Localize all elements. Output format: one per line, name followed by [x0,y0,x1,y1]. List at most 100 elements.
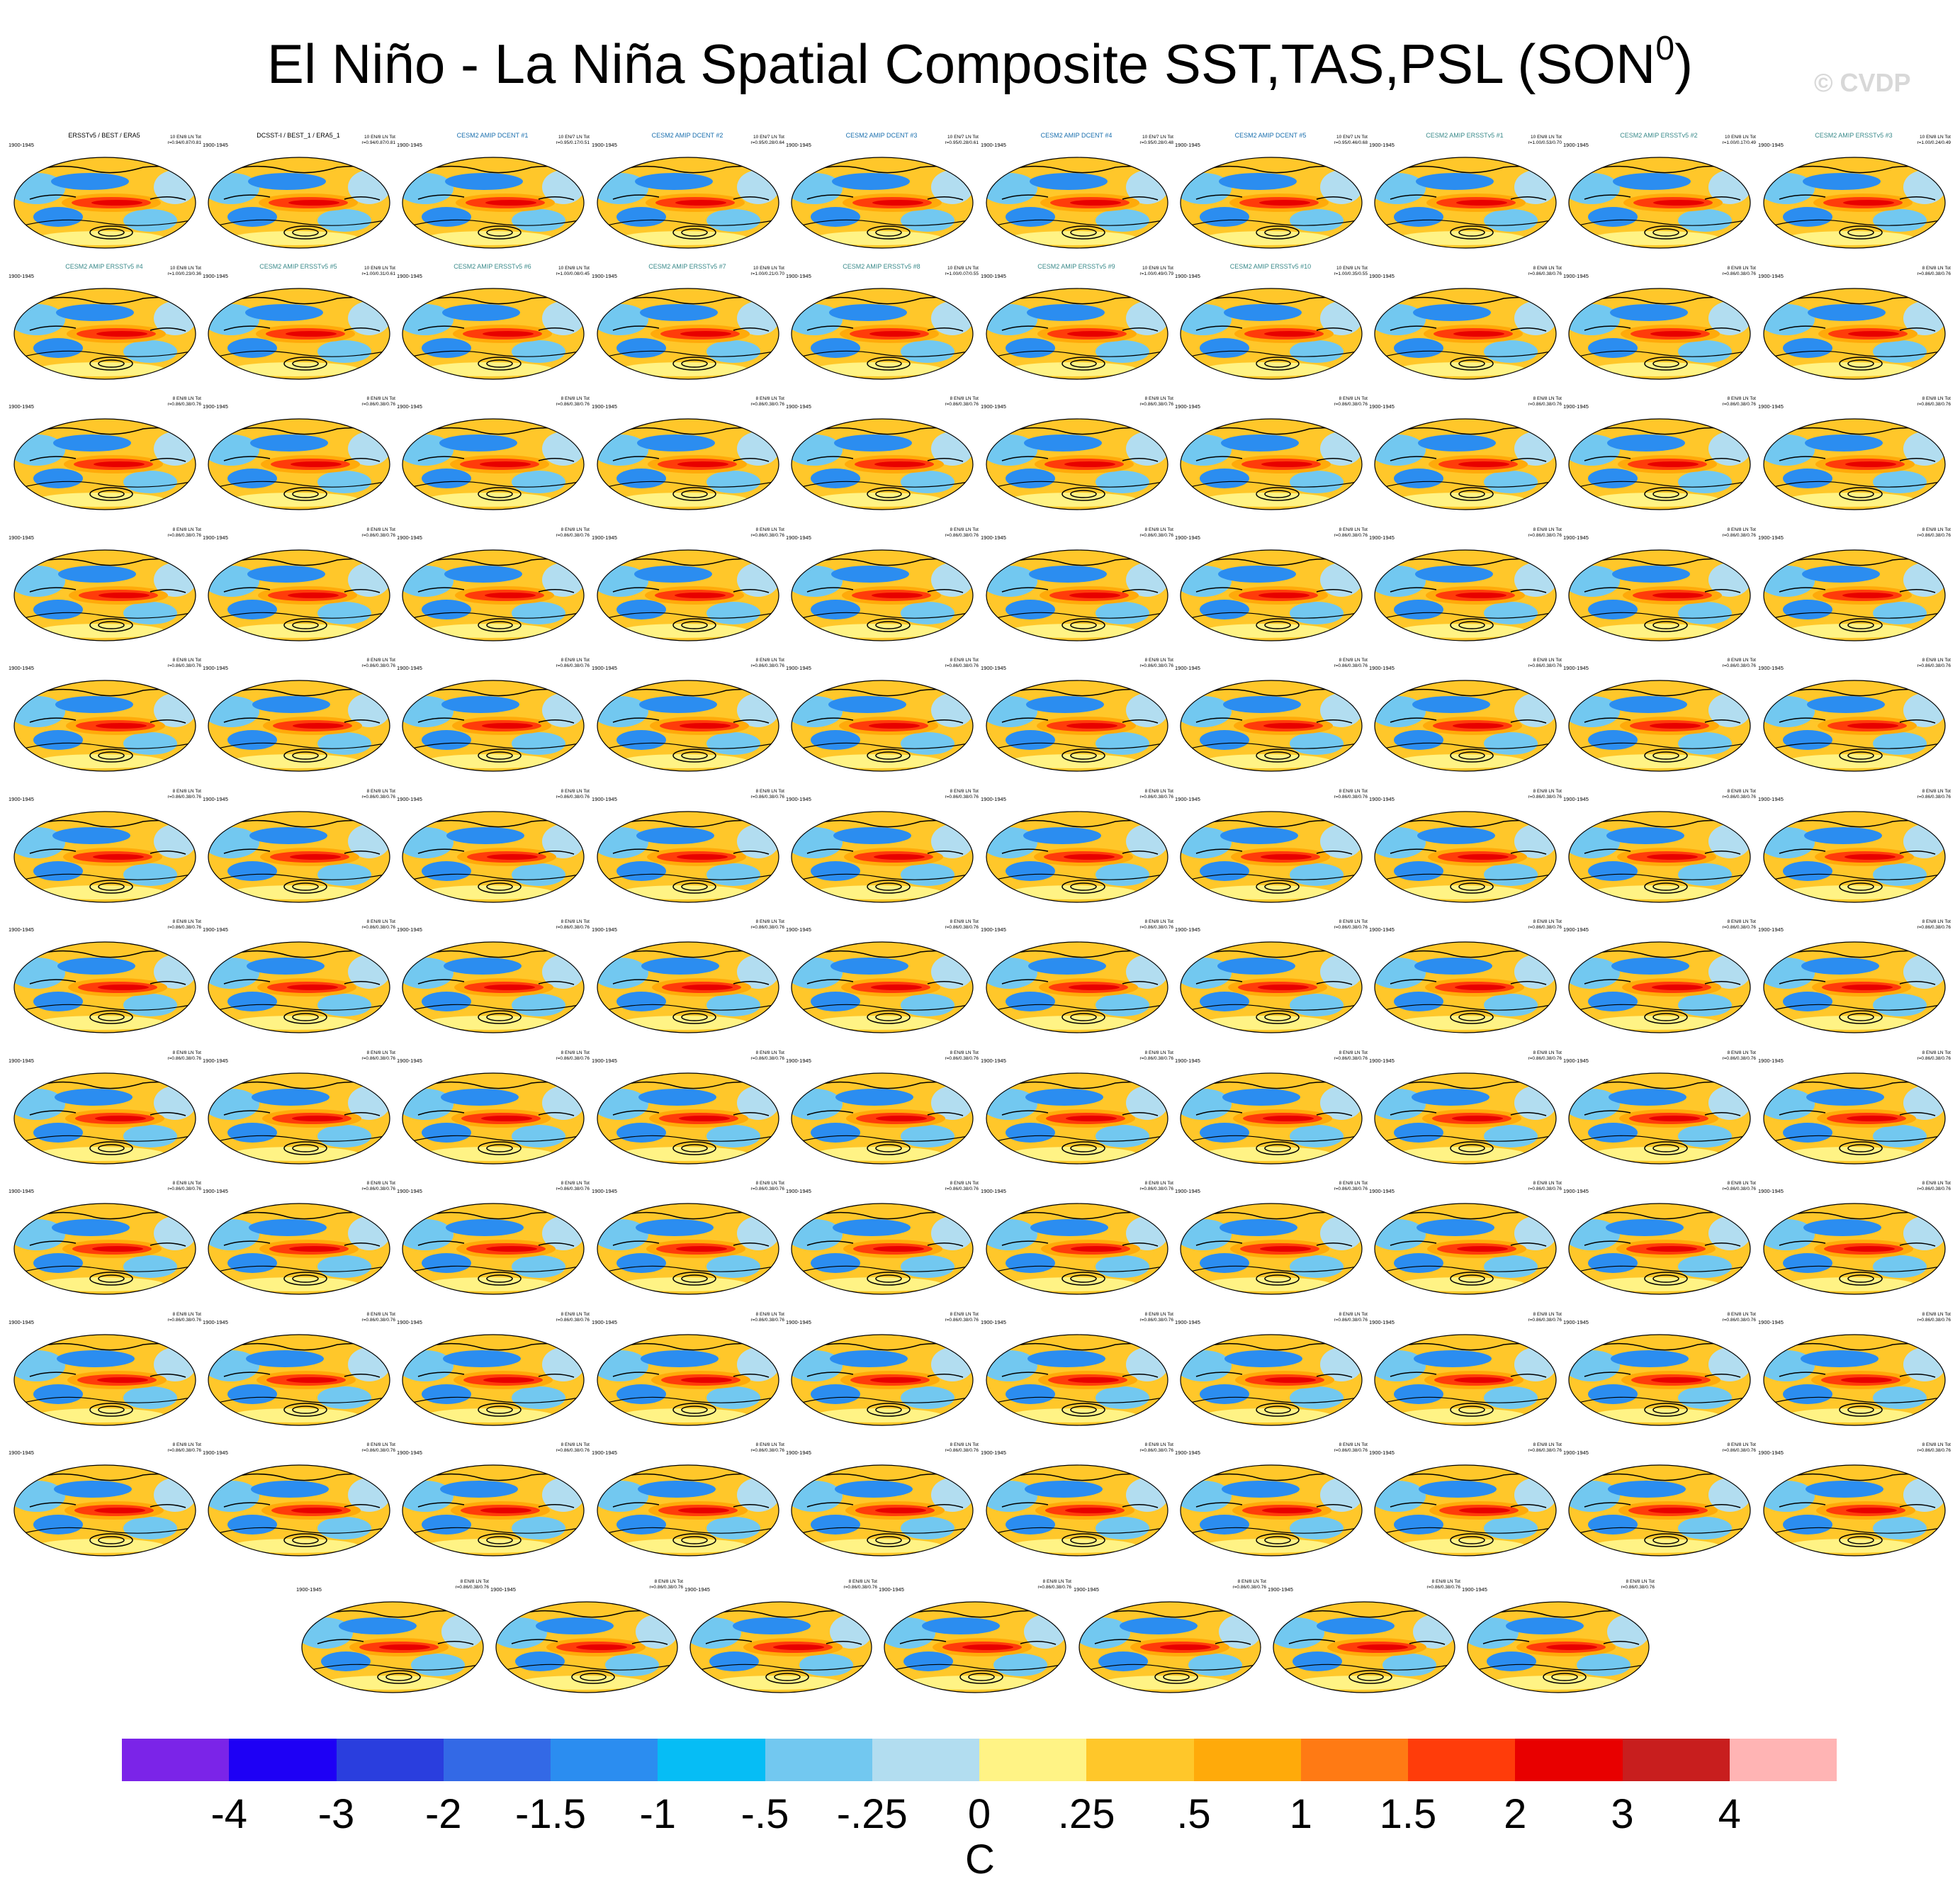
panel-period: 1900-1945 [1758,403,1784,410]
map-panel: CESM2 AMIP ERSSTv5 #8 1900-1945 10 EN/8 LN… [786,263,979,383]
map-panel: 1900-1945 8 EN/8 LN Tot r=0.86/0.38/0.76 [981,916,1173,1037]
panel-period: 1900-1945 [1563,1449,1589,1456]
panel-title: ERSSTv5 / BEST / ERA5 [68,132,140,139]
panel-period: 1900-1945 [296,1586,322,1593]
anomaly-map [1273,1600,1455,1693]
panel-period: 1900-1945 [1758,795,1784,802]
panel-stats: 8 EN/8 LN Tot r=0.86/0.38/0.76 [1722,527,1756,538]
map-panel: 1900-1945 8 EN/8 LN Tot r=0.86/0.38/0.76 [1758,1309,1951,1430]
anomaly-map [402,810,585,903]
anomaly-map [1180,1203,1363,1295]
map-panel: 1900-1945 8 EN/8 LN Tot r=0.86/0.38/0.76 [1175,393,1368,514]
anomaly-map [597,418,779,510]
map-panel: 1900-1945 8 EN/8 LN Tot r=0.86/0.38/0.76 [1175,655,1368,775]
panel-period: 1900-1945 [1758,142,1784,148]
panel-stats: 8 EN/8 LN Tot r=0.86/0.38/0.76 [1334,396,1368,407]
panel-period: 1900-1945 [592,795,617,802]
anomaly-map [791,1203,974,1295]
panel-stats: 8 EN/8 LN Tot r=0.86/0.38/0.76 [1139,1050,1173,1061]
anomaly-map [597,1203,779,1295]
panel-period: 1900-1945 [1074,1586,1099,1593]
panel-period: 1900-1945 [1758,665,1784,671]
panel-stats: 10 EN/8 LN Tot r=1.00/0.08/0.45 [556,265,590,276]
panel-period: 1900-1945 [1758,1449,1784,1456]
panel-stats: 8 EN/8 LN Tot r=0.86/0.38/0.76 [361,788,395,800]
map-panel: 1900-1945 8 EN/8 LN Tot r=0.86/0.38/0.76 [203,1440,395,1560]
map-panel: 1900-1945 8 EN/8 LN Tot r=0.86/0.38/0.76 [1563,1440,1756,1560]
map-panel: 1900-1945 8 EN/8 LN Tot r=0.86/0.38/0.76 [786,1440,979,1560]
panel-stats: 8 EN/8 LN Tot r=0.86/0.38/0.76 [1528,1181,1562,1191]
colorbar-swatch [1300,1739,1408,1781]
anomaly-map [986,157,1168,249]
map-panel: 1900-1945 8 EN/8 LN Tot r=0.86/0.38/0.76 [1563,525,1756,645]
panel-stats: 8 EN/8 LN Tot r=0.86/0.38/0.76 [361,658,395,668]
panel-period: 1900-1945 [786,1449,811,1456]
panel-period: 1900-1945 [592,1057,617,1064]
panel-stats: 8 EN/8 LN Tot r=0.86/0.38/0.76 [945,919,979,930]
panel-stats: 8 EN/8 LN Tot r=0.86/0.38/0.76 [750,527,784,538]
panel-stats: 8 EN/8 LN Tot r=0.86/0.38/0.76 [556,1311,590,1323]
colorbar-tick-label: 4 [1718,1791,1741,1837]
map-panel: 1900-1945 8 EN/8 LN Tot r=0.86/0.38/0.76 [1268,1576,1460,1697]
map-panel: 1900-1945 8 EN/8 LN Tot r=0.86/0.38/0.76 [397,1309,590,1430]
anomaly-map [1763,941,1946,1033]
map-panel: 1900-1945 8 EN/8 LN Tot r=0.86/0.38/0.76 [1175,786,1368,907]
panel-stats: 10 EN/7 LN Tot r=0.95/0.46/0.68 [1334,135,1368,145]
map-panel: 1900-1945 8 EN/8 LN Tot r=0.86/0.38/0.76 [203,655,395,775]
panel-stats: 8 EN/8 LN Tot r=0.86/0.38/0.76 [1528,1311,1562,1323]
panel-period: 1900-1945 [981,403,1006,410]
anomaly-map [402,1464,585,1556]
cvdp-watermark: © CVDP [1814,68,1911,97]
anomaly-map [791,418,974,510]
map-panel: 1900-1945 8 EN/8 LN Tot r=0.86/0.38/0.76 [1563,1309,1756,1430]
anomaly-map [208,680,390,772]
map-panel: 1900-1945 8 EN/8 LN Tot r=0.86/0.38/0.76 [397,525,590,645]
colorbar-swatch [1193,1739,1301,1781]
map-panel: 1900-1945 8 EN/8 LN Tot r=0.86/0.38/0.76 [786,655,979,775]
panel-stats: 8 EN/8 LN Tot r=0.86/0.38/0.76 [750,788,784,800]
colorbar-swatch [1622,1739,1730,1781]
panel-stats: 8 EN/8 LN Tot r=0.86/0.38/0.76 [556,527,590,538]
panel-period: 1900-1945 [592,1318,617,1325]
anomaly-map [402,1333,585,1426]
map-panel: CESM2 AMIP ERSSTv5 #1 1900-1945 10 EN/8 LN… [1369,132,1562,252]
map-panel: 1900-1945 8 EN/8 LN Tot r=0.86/0.38/0.76 [9,1178,201,1298]
panel-stats: 8 EN/8 LN Tot r=0.86/0.38/0.76 [1722,788,1756,800]
panel-period: 1900-1945 [1369,795,1395,802]
map-panel: 1900-1945 8 EN/8 LN Tot r=0.86/0.38/0.76 [592,655,784,775]
colorbar-swatch [443,1739,551,1781]
anomaly-map [1568,549,1751,641]
panel-stats: 8 EN/8 LN Tot r=0.86/0.38/0.76 [945,1442,979,1453]
anomaly-map [884,1600,1066,1693]
panel-stats: 10 EN/7 LN Tot r=0.95/0.28/0.64 [750,135,784,145]
colorbar-swatch [979,1739,1087,1781]
anomaly-map [13,680,196,772]
panel-stats: 8 EN/8 LN Tot r=0.86/0.38/0.76 [750,1311,784,1323]
panel-stats: 8 EN/8 LN Tot r=0.86/0.38/0.76 [750,658,784,668]
colorbar-swatch [229,1739,337,1781]
anomaly-map [1568,1464,1751,1556]
panel-period: 1900-1945 [592,1188,617,1194]
anomaly-map [13,1464,196,1556]
panel-title: CESM2 AMIP ERSSTv5 #10 [1229,262,1312,270]
map-panel: 1900-1945 8 EN/8 LN Tot r=0.86/0.38/0.76 [981,1178,1173,1298]
anomaly-map [13,549,196,641]
panel-stats: 8 EN/8 LN Tot r=0.86/0.38/0.76 [361,919,395,930]
panel-period: 1900-1945 [981,1057,1006,1064]
panel-stats: 8 EN/8 LN Tot r=0.86/0.38/0.76 [167,1050,201,1061]
colorbar-tick-label: 1.5 [1379,1791,1437,1837]
panel-stats: 8 EN/8 LN Tot r=0.86/0.38/0.76 [556,1050,590,1061]
panel-stats: 8 EN/8 LN Tot r=0.86/0.38/0.76 [167,788,201,800]
panel-period: 1900-1945 [9,795,34,802]
anomaly-map [986,1072,1168,1165]
panel-period: 1900-1945 [981,272,1006,279]
map-panel: 1900-1945 8 EN/8 LN Tot r=0.86/0.38/0.76 [296,1576,489,1697]
panel-stats: 10 EN/8 LN Tot r=1.00/0.24/0.49 [1917,135,1951,145]
panel-stats: 8 EN/8 LN Tot r=0.86/0.38/0.76 [1037,1578,1071,1590]
map-panel: 1900-1945 8 EN/8 LN Tot r=0.86/0.38/0.76 [1462,1576,1655,1697]
panel-stats: 10 EN/8 LN Tot r=1.00/0.49/0.79 [1139,265,1173,276]
panel-period: 1900-1945 [1175,142,1200,148]
map-panel: 1900-1945 8 EN/8 LN Tot r=0.86/0.38/0.76 [685,1576,877,1697]
map-panel: 1900-1945 8 EN/8 LN Tot r=0.86/0.38/0.76 [203,1178,395,1298]
panel-stats: 8 EN/8 LN Tot r=0.86/0.38/0.76 [1528,658,1562,668]
